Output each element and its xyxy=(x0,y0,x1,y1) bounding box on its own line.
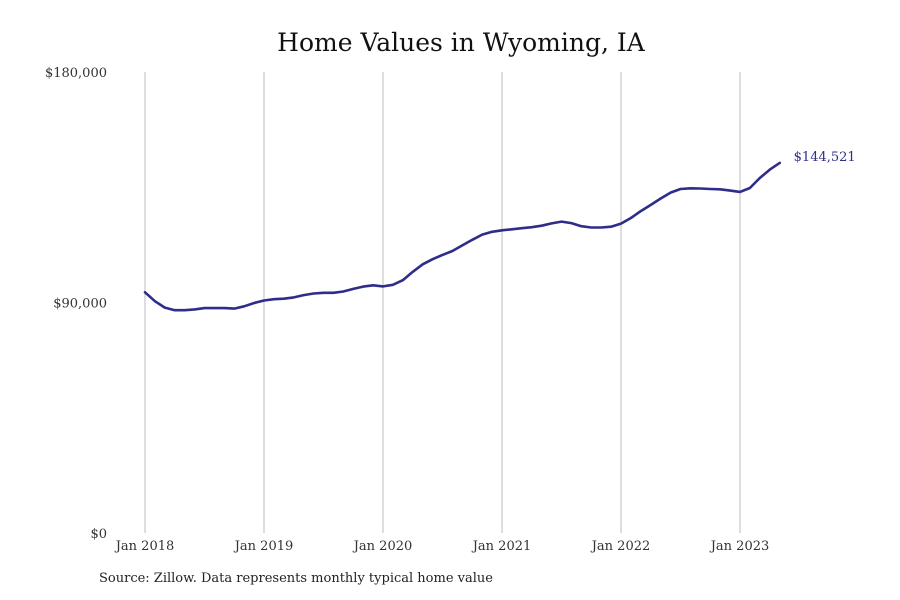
x-tick-label: Jan 2023 xyxy=(709,539,770,554)
y-axis-ticks: $0 $90,000 $180,000 xyxy=(45,66,107,542)
x-tick-label: Jan 2018 xyxy=(114,539,175,554)
series-line xyxy=(143,161,781,312)
x-tick-label: Jan 2022 xyxy=(590,539,651,554)
source-note: Source: Zillow. Data represents monthly … xyxy=(99,571,493,586)
y-tick-label: $180,000 xyxy=(45,66,107,81)
x-tick-label: Jan 2019 xyxy=(233,539,294,554)
gridlines xyxy=(144,72,741,533)
end-value-label: $144,521 xyxy=(794,150,856,165)
x-axis-ticks: Jan 2018 Jan 2019 Jan 2020 Jan 2021 Jan 2022… xyxy=(114,539,770,554)
x-tick-label: Jan 2021 xyxy=(471,539,532,554)
chart-title: Home Values in Wyoming, IA xyxy=(277,28,646,57)
x-tick-label: Jan 2020 xyxy=(352,539,413,554)
y-tick-label: $0 xyxy=(90,527,107,542)
y-tick-label: $90,000 xyxy=(53,297,107,312)
